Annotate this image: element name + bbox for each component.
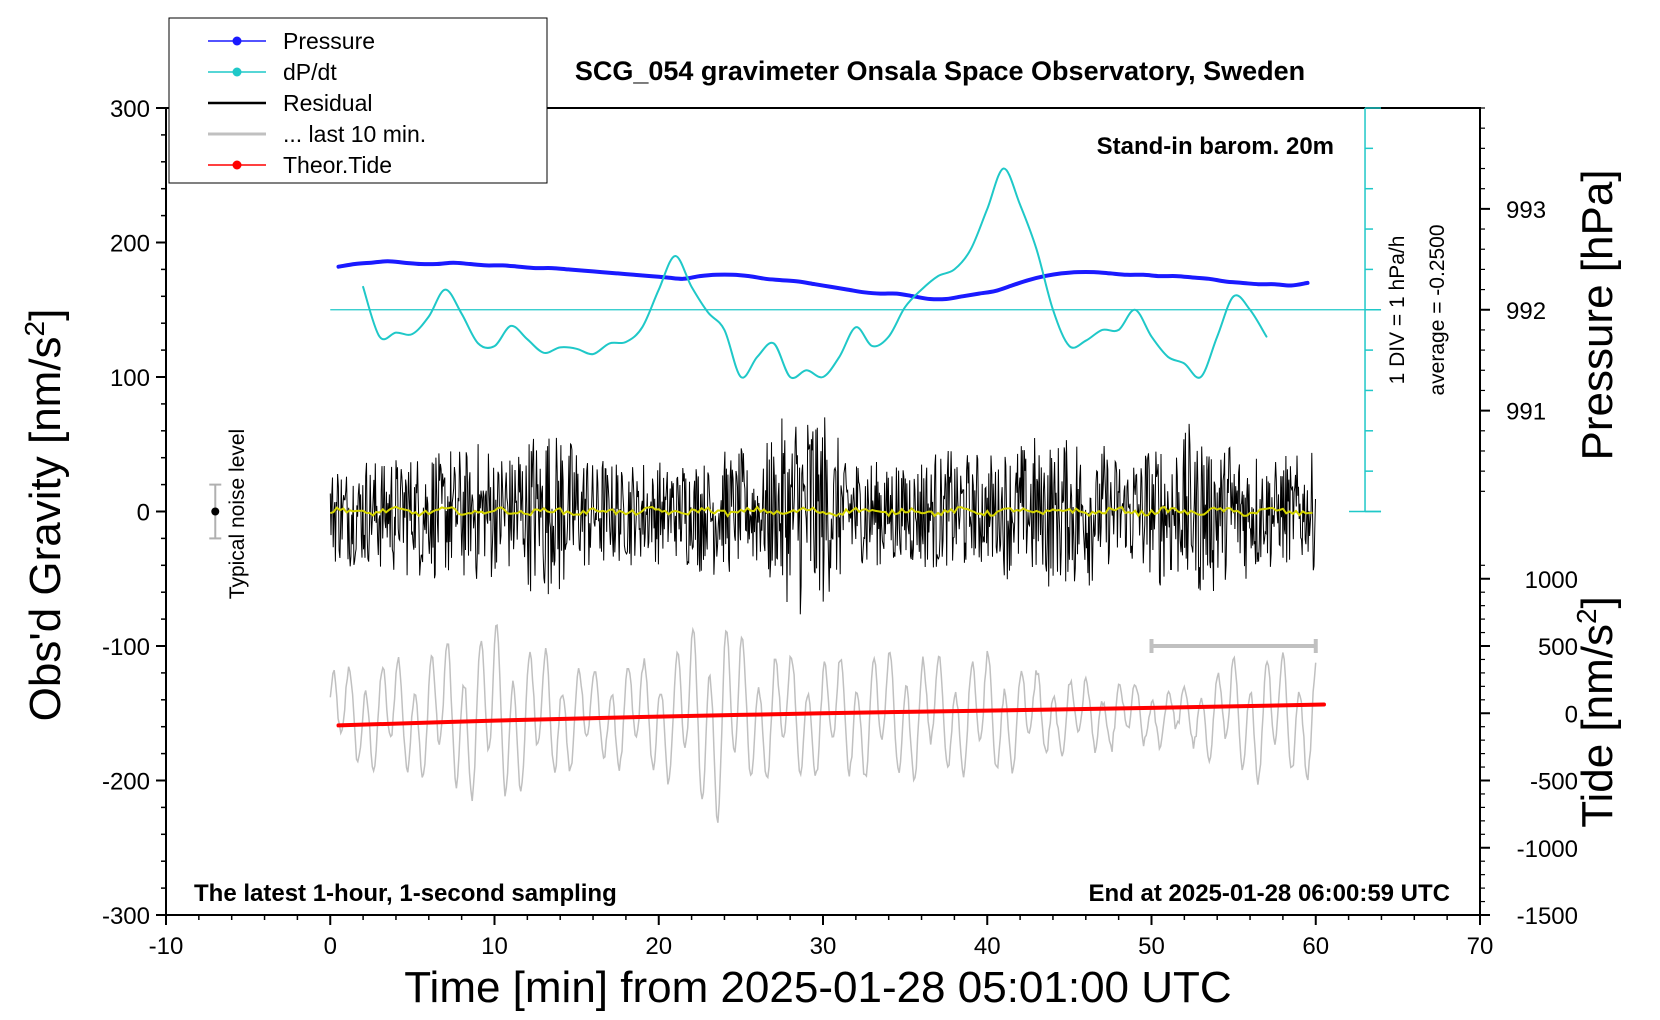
residual-line bbox=[329, 417, 1316, 615]
x-axis-ticks: -10 0 10 20 30 40 50 60 70 bbox=[149, 915, 1494, 960]
left-y-axis-label-main: Obs'd Gravity [nm/s bbox=[21, 336, 70, 721]
x-tick-label: 30 bbox=[810, 933, 837, 960]
tide-axis-label-end: ] bbox=[1573, 596, 1622, 608]
series-last-10-min bbox=[329, 623, 1317, 823]
pressure-tick-label: 993 bbox=[1506, 197, 1546, 224]
dpdt-div-label: 1 DIV = 1 hPa/h bbox=[1386, 236, 1409, 385]
tide-tick-label: -500 bbox=[1530, 769, 1578, 796]
x-tick-label: 0 bbox=[324, 933, 337, 960]
legend-box bbox=[168, 17, 548, 184]
y-tick-label: 300 bbox=[110, 96, 150, 123]
legend-label-theor-tide: Theor.Tide bbox=[283, 152, 392, 178]
legend-label-last-10-min: ... last 10 min. bbox=[283, 121, 426, 147]
tide-tick-label: 500 bbox=[1538, 634, 1578, 661]
legend-marker-pressure bbox=[232, 36, 242, 46]
dpdt-scale-bar bbox=[330, 107, 1382, 513]
tide-tick-label: 1000 bbox=[1525, 567, 1578, 594]
legend-label-residual: Residual bbox=[283, 90, 373, 116]
y-tick-label: 0 bbox=[137, 500, 150, 527]
x-tick-label: 70 bbox=[1467, 933, 1494, 960]
x-tick-label: 50 bbox=[1138, 933, 1165, 960]
legend-label-pressure: Pressure bbox=[283, 28, 375, 54]
x-axis-label: Time [min] from 2025-01-28 05:01:00 UTC bbox=[404, 963, 1231, 1012]
series-residual bbox=[329, 417, 1316, 615]
noise-center-dot bbox=[211, 507, 220, 516]
y-axis-ticks: 300 200 100 0 -100 -200 -300 bbox=[102, 96, 166, 930]
x-tick-label: -10 bbox=[149, 933, 184, 960]
footer-left-note: The latest 1-hour, 1-second sampling bbox=[194, 880, 617, 907]
tide-axis-label-main: Tide [nm/s bbox=[1573, 624, 1622, 828]
pressure-tick-label: 991 bbox=[1506, 399, 1546, 426]
chart-title: SCG_054 gravimeter Onsala Space Observat… bbox=[575, 56, 1305, 86]
pressure-tick-label: 992 bbox=[1506, 298, 1546, 325]
y-tick-label: 200 bbox=[110, 231, 150, 258]
series-dp-dt-line bbox=[362, 167, 1268, 380]
series-theor-tide-line bbox=[336, 702, 1326, 728]
residual-smoothed-line bbox=[329, 505, 1313, 518]
series-lines bbox=[336, 167, 1326, 728]
y-tick-label: -200 bbox=[102, 769, 150, 796]
x-tick-label: 40 bbox=[974, 933, 1001, 960]
left-y-axis-label-end: ] bbox=[21, 309, 70, 321]
pressure-axis-label: Pressure [hPa] bbox=[1573, 169, 1622, 460]
noise-level-label: Typical noise level bbox=[226, 429, 249, 599]
y-tick-label: -300 bbox=[102, 903, 150, 930]
dpdt-average-label: average = -0.2500 bbox=[1426, 224, 1449, 395]
left-y-axis-label: Obs'd Gravity [nm/s2] bbox=[19, 309, 70, 722]
legend-label-dp-dt: dP/dt bbox=[283, 59, 337, 85]
y-tick-label: -100 bbox=[102, 634, 150, 661]
series-pressure-line bbox=[336, 259, 1310, 302]
tide-axis-label-sup: 2 bbox=[1571, 608, 1602, 624]
legend-marker-dp-dt bbox=[232, 67, 242, 77]
tide-tick-label: -1000 bbox=[1517, 836, 1578, 863]
window-bar bbox=[1149, 639, 1318, 653]
footer-right-note: End at 2025-01-28 06:00:59 UTC bbox=[1089, 880, 1451, 907]
x-tick-label: 10 bbox=[481, 933, 508, 960]
tide-tick-label: -1500 bbox=[1517, 903, 1578, 930]
y-tick-label: 100 bbox=[110, 365, 150, 392]
legend-marker-theor-tide bbox=[232, 160, 242, 170]
right-axis-ticks: 993 992 991 1000 500 0 -500 -1000 -1500 bbox=[1480, 107, 1578, 930]
legend: Pressure dP/dt Residual ... last 10 min. The… bbox=[168, 17, 548, 184]
tide-tick-label: 0 bbox=[1565, 701, 1578, 728]
last-10-min-line bbox=[329, 623, 1317, 823]
left-y-axis-label-sup: 2 bbox=[19, 321, 50, 337]
barometer-note: Stand-in barom. 20m bbox=[1097, 133, 1334, 160]
x-tick-label: 20 bbox=[645, 933, 672, 960]
noise-indicator bbox=[209, 483, 222, 540]
tide-axis-label: Tide [nm/s2] bbox=[1571, 596, 1622, 828]
x-tick-label: 60 bbox=[1302, 933, 1329, 960]
